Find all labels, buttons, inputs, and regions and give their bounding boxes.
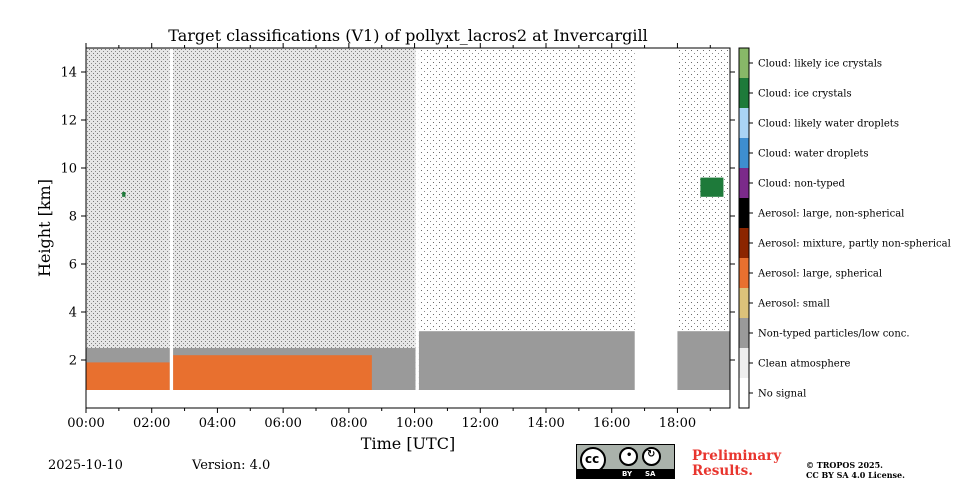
region-no-signal-base [86,390,730,408]
x-tick-label: 16:00 [593,416,630,431]
y-tick-label: 14 [60,66,77,81]
colorbar-swatch [739,348,749,378]
y-tick-label: 8 [69,210,77,225]
chart-title: Target classifications (V1) of pollyxt_l… [168,26,647,45]
colorbar-label: Clean atmosphere [758,359,851,370]
classification-regions [86,48,730,408]
y-tick-label: 12 [60,114,77,129]
colorbar-swatch [739,258,749,288]
y-axis: 2 4 6 8 10 12 14 [60,66,735,369]
by-icon: • [619,447,638,466]
y-tick-label: 2 [69,354,77,369]
region-non-typed-particles-low-conc- [418,331,730,390]
colorbar-label: No signal [758,389,806,400]
x-axis-label: Time [UTC] [361,434,455,453]
colorbar-swatch [739,288,749,318]
preliminary-note: Preliminary Results. [692,449,781,479]
cc-icon-text: cc [585,452,600,466]
colorbar-swatch [739,78,749,108]
region-aerosol-large-spherical [173,355,372,390]
copyright-line-1: © TROPOS 2025. [806,460,883,470]
x-axis: 00:00 02:00 04:00 06:00 08:00 10:00 12:00 14:00… [67,43,711,431]
region-cloud-ice-crystals [122,192,126,197]
cc-badge-bar [577,469,674,478]
copyright-line-2: CC BY SA 4.0 License. [806,470,905,480]
y-tick-label: 10 [60,162,77,177]
copyright-note: © TROPOS 2025. CC BY SA 4.0 License. [806,460,905,480]
y-tick-label: 6 [69,258,77,273]
colorbar-swatch [739,48,749,78]
y-tick-label: 4 [69,306,77,321]
colorbar-label: Non-typed particles/low conc. [758,329,910,340]
colorbar-label: Cloud: non-typed [758,179,846,190]
region-cloud-ice-crystals [700,177,724,197]
colorbar: No signal Clean atmosphere Non-typed parti… [739,48,951,408]
x-tick-label: 00:00 [67,416,104,431]
colorbar-swatch [739,138,749,168]
x-tick-label: 14:00 [527,416,564,431]
x-tick-label: 12:00 [462,416,499,431]
colorbar-label: Aerosol: mixture, partly non-spherical [757,239,951,250]
no-signal-gap [634,48,678,390]
no-signal-gap [415,48,419,390]
preliminary-line-1: Preliminary [692,448,782,464]
colorbar-label: Aerosol: large, non-spherical [757,209,904,220]
colorbar-frame [738,47,750,409]
colorbar-swatch [739,228,749,258]
preliminary-line-2: Results. [692,463,753,479]
colorbar-label: Cloud: water droplets [758,149,869,160]
cc-sa-label: SA [645,470,656,478]
x-tick-label: 04:00 [199,416,236,431]
colorbar-swatch [739,378,749,408]
region-clean-atmosphere [86,48,416,360]
x-tick-label: 06:00 [264,416,301,431]
colorbar-swatch [739,108,749,138]
colorbar-label: Aerosol: large, spherical [757,269,882,280]
x-tick-label: 18:00 [659,416,696,431]
x-tick-label: 02:00 [133,416,170,431]
colorbar-label: Cloud: likely water droplets [758,119,899,130]
plot-frame [85,47,731,409]
cc-icon: cc [580,447,606,473]
colorbar-swatch [739,168,749,198]
footer-version: Version: 4.0 [192,458,271,473]
cc-license-badge: cc • ↻ BY SA [576,444,675,479]
colorbar-swatch [739,198,749,228]
sa-icon: ↻ [642,447,661,466]
region-aerosol-large-spherical [86,362,170,390]
colorbar-swatch [739,318,749,348]
x-tick-label: 10:00 [396,416,433,431]
y-axis-label: Height [km] [35,179,54,277]
colorbar-label: Aerosol: small [757,299,830,310]
cc-by-label: BY [622,470,633,478]
colorbar-label: Cloud: likely ice crystals [758,59,882,70]
colorbar-label: Cloud: ice crystals [758,89,852,100]
x-tick-label: 08:00 [330,416,367,431]
footer-date: 2025-10-10 [48,458,123,473]
no-signal-gap [169,48,174,390]
